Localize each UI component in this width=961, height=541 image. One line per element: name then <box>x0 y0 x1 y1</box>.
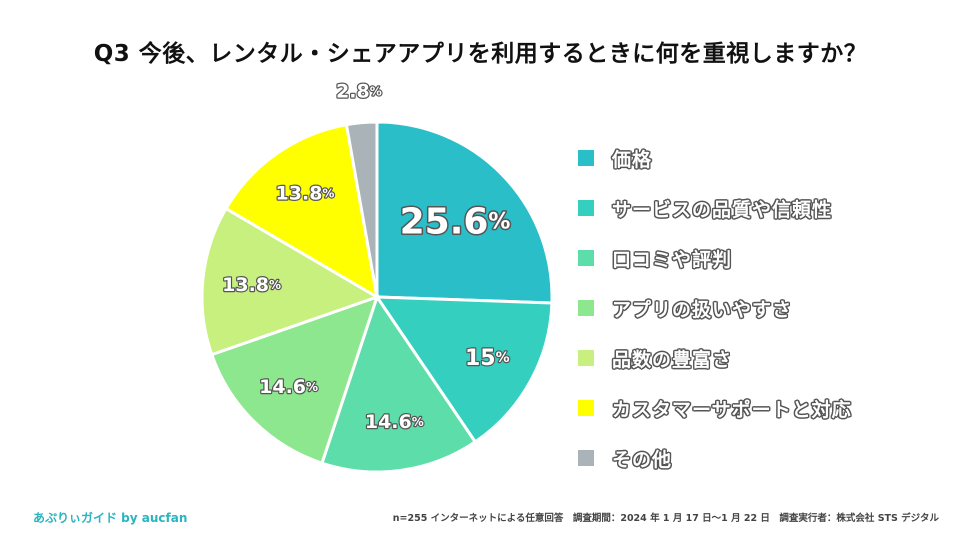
legend-item: 価格 <box>578 133 852 183</box>
legend-label: その他 <box>612 448 673 471</box>
pie-slice-3 <box>320 293 478 474</box>
legend-label: 品数の豊富さ <box>612 348 733 371</box>
slice-value-label-3: 14.6% <box>365 411 424 433</box>
pie-slice-2 <box>374 295 554 444</box>
chart-title: Q3 今後、レンタル・シェアアプリを利用するときに何を重視しますか？ <box>93 41 868 67</box>
pie-slice-7 <box>344 120 379 298</box>
legend-swatch <box>578 300 594 316</box>
pie-slice-5 <box>200 206 381 357</box>
legend-label: アプリの扱いやすさ <box>612 298 793 321</box>
legend-item: 口コミや評判 <box>578 233 852 283</box>
legend-item: アプリの扱いやすさ <box>578 283 852 333</box>
slice-value-label-6: 13.8% <box>276 183 335 205</box>
pie-slice-4 <box>209 294 380 466</box>
slice-value-label-1: 25.6% <box>400 201 511 242</box>
legend-swatch <box>578 150 594 166</box>
legend-swatch <box>578 450 594 466</box>
legend-swatch <box>578 400 594 416</box>
brand-logo-text: あぷりぃガイド by aucfan <box>33 511 188 525</box>
legend-item: カスタマーサポートと対応 <box>578 383 852 433</box>
legend-label: 口コミや評判 <box>612 248 733 271</box>
legend-item: 品数の豊富さ <box>578 333 852 383</box>
pie-slice-6 <box>223 122 380 300</box>
slice-value-label-4: 14.6% <box>259 376 318 398</box>
legend-item: その他 <box>578 433 852 483</box>
slice-value-label-7: 2.8% <box>336 80 382 102</box>
legend-swatch <box>578 350 594 366</box>
slice-value-label-5: 13.8% <box>222 274 281 296</box>
survey-footnote: n=255 インターネットによる任意回答 調査期間：2024 年 1 月 17 … <box>392 513 939 524</box>
pie-slice-1 <box>375 120 554 305</box>
legend-swatch <box>578 200 594 216</box>
legend-label: カスタマーサポートと対応 <box>612 398 852 421</box>
legend-swatch <box>578 250 594 266</box>
chart-legend: 価格サービスの品質や信頼性 口コミや評判アプリの扱いやすさ 品数の豊富さカスタマーサ… <box>578 133 852 483</box>
slice-value-label-2: 15% <box>465 345 510 370</box>
legend-label: サービスの品質や信頼性 <box>612 198 833 221</box>
legend-item: サービスの品質や信頼性 <box>578 183 852 233</box>
legend-label: 価格 <box>612 148 653 171</box>
